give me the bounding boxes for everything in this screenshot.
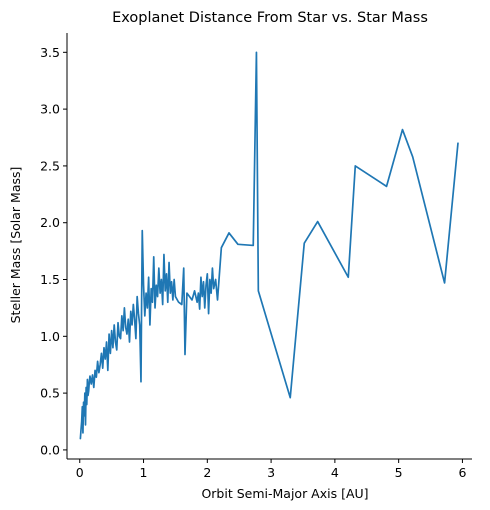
x-tick-label: 0 xyxy=(76,465,84,480)
x-tick-label: 3 xyxy=(267,465,275,480)
chart-title: Exoplanet Distance From Star vs. Star Ma… xyxy=(112,10,428,26)
x-axis-label: Orbit Semi-Major Axis [AU] xyxy=(201,486,368,501)
y-tick-label: 1.0 xyxy=(40,329,60,344)
plot-area: 0 1 2 3 4 5 6 0.0 0.5 1.0 1.5 2.0 2.5 3.0 3.5 xyxy=(40,33,472,480)
y-axis-ticks: 0.0 0.5 1.0 1.5 2.0 2.5 3.0 3.5 xyxy=(40,45,67,457)
y-tick-label: 2.0 xyxy=(40,215,60,230)
y-tick-label: 3.0 xyxy=(40,102,60,117)
x-tick-label: 4 xyxy=(331,465,339,480)
y-tick-label: 3.5 xyxy=(40,45,60,60)
y-tick-label: 2.5 xyxy=(40,158,60,173)
y-tick-label: 0.5 xyxy=(40,386,60,401)
y-axis-label: Steller Mass [Solar Mass] xyxy=(8,167,23,324)
x-tick-label: 2 xyxy=(203,465,211,480)
x-axis-ticks: 0 1 2 3 4 5 6 xyxy=(76,459,466,480)
x-tick-label: 1 xyxy=(140,465,148,480)
y-tick-label: 0.0 xyxy=(40,442,60,457)
x-tick-label: 6 xyxy=(458,465,466,480)
series-line xyxy=(79,51,459,440)
x-tick-label: 5 xyxy=(395,465,403,480)
y-tick-label: 1.5 xyxy=(40,272,60,287)
